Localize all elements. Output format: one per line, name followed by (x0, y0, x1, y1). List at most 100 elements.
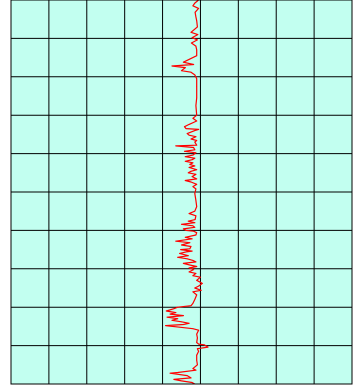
data-point (165, 310, 167, 312)
data-point (192, 328, 194, 330)
data-point (177, 256, 179, 258)
data-point (180, 249, 182, 251)
data-point (194, 226, 196, 228)
data-point (196, 294, 198, 296)
series-line (165, 0, 209, 385)
data-point (190, 181, 192, 183)
data-point (188, 267, 190, 269)
data-point (196, 55, 198, 57)
data-point (200, 276, 201, 278)
data-point (184, 67, 186, 68)
data-point (166, 316, 168, 318)
data-point (189, 163, 191, 165)
data-point (196, 354, 198, 356)
data-point (165, 325, 166, 327)
data-point (184, 156, 186, 158)
data-point (175, 240, 177, 242)
data-point (191, 382, 193, 383)
data-point (191, 37, 193, 39)
data-point (177, 306, 179, 308)
data-point (192, 5, 194, 7)
data-point (190, 138, 192, 140)
data-point (171, 319, 173, 321)
data-point (173, 308, 175, 310)
data-point (196, 114, 198, 116)
data-point (194, 157, 196, 159)
data-point (203, 344, 205, 346)
data-point (196, 333, 198, 335)
data-point (193, 147, 195, 148)
series-points (165, 0, 209, 385)
data-point (192, 291, 194, 293)
data-point (198, 350, 199, 352)
data-point (189, 248, 191, 250)
data-point (196, 140, 198, 141)
data-point (184, 236, 186, 238)
data-point (196, 49, 198, 51)
data-point (182, 324, 184, 325)
data-point (188, 271, 190, 273)
data-point (200, 289, 202, 291)
data-point (189, 264, 191, 266)
data-point (195, 173, 197, 175)
data-point (191, 159, 193, 161)
data-point (188, 213, 190, 214)
data-point (207, 346, 209, 348)
data-point (171, 65, 173, 67)
data-point (192, 154, 194, 156)
data-point (194, 193, 196, 194)
data-point (194, 165, 196, 167)
data-point (181, 321, 182, 323)
data-point (197, 364, 198, 366)
data-point (184, 180, 186, 181)
data-point (194, 149, 196, 151)
data-point (196, 266, 198, 267)
data-point (198, 129, 199, 130)
data-point (177, 318, 179, 320)
data-point (194, 141, 196, 143)
data-point (188, 124, 190, 125)
data-point (190, 42, 192, 44)
data-point (195, 200, 197, 201)
data-point (186, 133, 188, 135)
data-point (185, 230, 187, 231)
data-point (169, 372, 171, 374)
data-point (195, 273, 197, 274)
data-point (195, 136, 197, 138)
data-point (190, 71, 192, 73)
data-point (190, 377, 192, 379)
data-point (196, 178, 198, 180)
data-point (190, 31, 192, 33)
data-point (197, 337, 198, 339)
data-point (192, 275, 194, 277)
data-point (196, 86, 198, 87)
data-point (194, 130, 196, 131)
data-point (193, 269, 195, 270)
data-point (198, 8, 199, 9)
data-point (184, 150, 185, 152)
data-point (175, 312, 177, 313)
data-point (196, 342, 198, 343)
data-point (186, 258, 188, 260)
data-point (169, 313, 171, 315)
data-point (187, 220, 189, 222)
data-point (182, 263, 184, 264)
data-point (197, 348, 198, 350)
data-point (196, 120, 198, 122)
data-point (188, 322, 190, 324)
data-point (193, 64, 195, 65)
data-point (194, 2, 196, 4)
data-point (184, 160, 186, 162)
data-point (189, 242, 191, 244)
data-point (198, 343, 199, 345)
data-point (196, 232, 198, 234)
data-point (175, 145, 177, 147)
data-point (179, 326, 181, 328)
data-point (196, 183, 198, 185)
data-point (192, 368, 194, 370)
data-point (192, 162, 194, 164)
data-point (196, 279, 198, 281)
data-point (195, 261, 197, 263)
data-point (194, 210, 196, 212)
data-point (195, 188, 197, 190)
